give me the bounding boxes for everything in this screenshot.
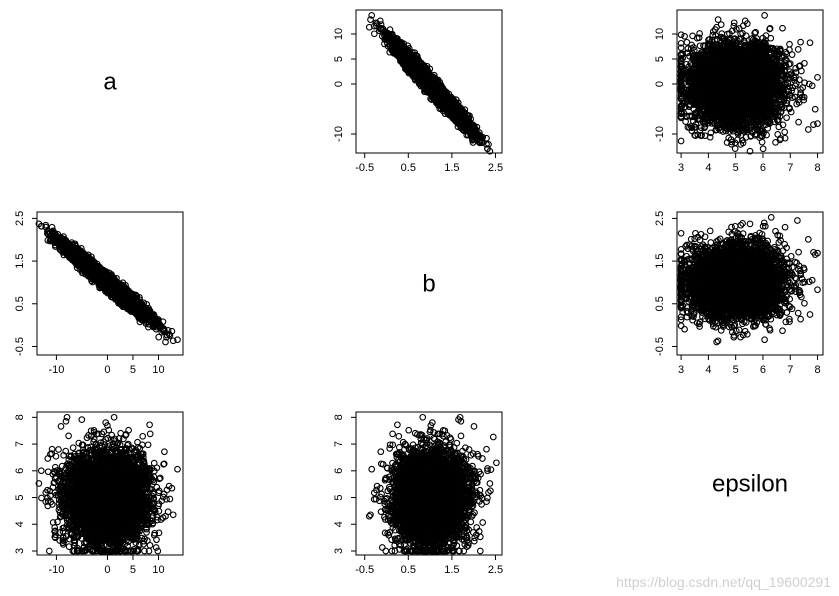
x-tick-label: 0.5 (401, 162, 416, 174)
data-point (485, 141, 492, 148)
y-tick-label: 5 (333, 56, 345, 62)
x-tick-label: 1.5 (444, 162, 459, 174)
x-tick-label: 2.5 (488, 162, 503, 174)
x-tick-label: -0.5 (355, 162, 374, 174)
points-a-vs-b (365, 12, 494, 155)
points-a-vs-epsilon (677, 12, 821, 155)
y-tick-label: -10 (333, 126, 345, 142)
panel-a-vs-a: a (103, 69, 117, 96)
y-tick-label: 0 (333, 81, 345, 87)
panel-frame (355, 9, 503, 154)
y-tick-label: 10 (333, 28, 345, 40)
panel-a-vs-b: -0.5 0.5 1.5 2.5 -10 0 5 10 (333, 9, 503, 174)
diag-label-a: a (103, 69, 117, 96)
